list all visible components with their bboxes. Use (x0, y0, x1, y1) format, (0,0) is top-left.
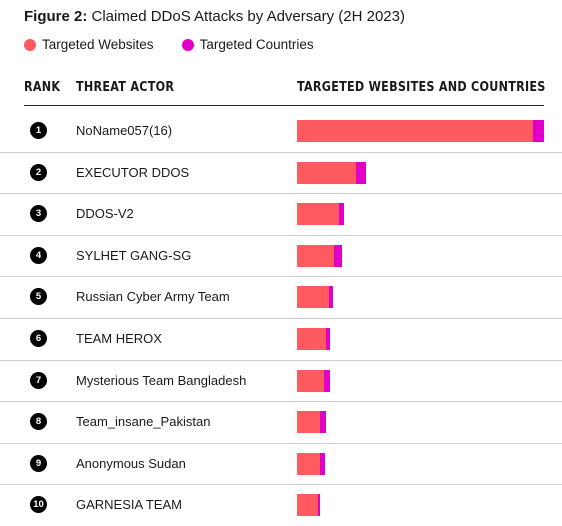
bar-segment-websites (297, 452, 321, 475)
table-row: 6 TEAM HEROX (0, 319, 562, 361)
rank-badge: 2 (30, 163, 47, 181)
bar-segment-countries (334, 244, 343, 267)
rank-badge: 7 (30, 371, 47, 389)
bar-segment-countries (318, 494, 321, 517)
bar-segment-countries (532, 120, 544, 142)
rank-badge: 9 (30, 454, 47, 472)
bar-track (297, 286, 544, 309)
rank-badge: 4 (30, 246, 47, 264)
bar-segment-websites (297, 161, 357, 184)
legend-swatch (181, 38, 194, 51)
table-row: 8 Team_insane_Pakistan (0, 402, 562, 444)
bars-column-header: TARGETED WEBSITES AND COUNTRIES (297, 80, 546, 95)
threat-actor-column-header: THREAT ACTOR (76, 80, 175, 95)
legend: Targeted Websites Targeted Countries (24, 37, 342, 52)
bar-track (297, 120, 544, 142)
bar-track (297, 369, 544, 392)
header-divider (24, 105, 544, 106)
bar-track (297, 161, 544, 184)
rank-column-header: RANK (24, 80, 61, 95)
chart-rows: 1 NoName057(16) 2 EXECUTOR DDOS 3 DDOS-V2 4 SYL… (0, 111, 562, 526)
bar-track (297, 452, 544, 475)
bar-segment-countries (329, 286, 334, 309)
bar-segment-countries (324, 369, 331, 392)
table-row: 7 Mysterious Team Bangladesh (0, 361, 562, 403)
bar-segment-websites (297, 203, 340, 226)
threat-actor-name: SYLHET GANG-SG (76, 247, 192, 263)
bar-track (297, 203, 544, 226)
table-row: 5 Russian Cyber Army Team (0, 277, 562, 319)
bar-track (297, 494, 544, 517)
chart-title: Figure 2: Claimed DDoS Attacks by Advers… (24, 8, 405, 25)
threat-actor-name: NoName057(16) (76, 123, 173, 138)
rank-badge: 8 (30, 413, 47, 431)
rank-badge: 10 (30, 496, 47, 514)
bar-track (297, 244, 544, 267)
bar-segment-countries (326, 327, 331, 350)
table-row: 2 EXECUTOR DDOS (0, 153, 562, 195)
legend-label: Targeted Countries (199, 37, 314, 52)
table-row: 10 GARNESIA TEAM (0, 485, 562, 526)
threat-actor-name: GARNESIA TEAM (76, 497, 182, 513)
bar-segment-websites (297, 244, 335, 267)
rank-badge: 6 (30, 329, 47, 347)
rank-badge: 5 (30, 288, 47, 306)
table-row: 1 NoName057(16) (0, 111, 562, 153)
bar-segment-websites (297, 286, 330, 309)
bar-segment-countries (356, 161, 366, 184)
title-text: Claimed DDoS Attacks by Adversary (2H 20… (87, 8, 405, 25)
legend-label: Targeted Websites (42, 37, 154, 52)
threat-actor-name: Team_insane_Pakistan (76, 414, 211, 430)
bar-segment-countries (320, 452, 326, 475)
rank-badge: 3 (30, 205, 47, 223)
legend-item: Targeted Websites (24, 37, 154, 52)
bar-track (297, 327, 544, 350)
threat-actor-name: Anonymous Sudan (76, 455, 186, 471)
bar-segment-websites (297, 369, 325, 392)
legend-swatch (24, 38, 36, 51)
threat-actor-name: TEAM HEROX (76, 330, 162, 346)
figure-label: Figure 2: (24, 8, 88, 25)
bar-segment-countries (320, 411, 327, 434)
bar-track (297, 411, 544, 434)
threat-actor-name: EXECUTOR DDOS (76, 164, 190, 180)
rank-badge: 1 (30, 122, 47, 139)
bar-segment-countries (339, 203, 345, 226)
bar-segment-websites (297, 411, 321, 434)
table-row: 4 SYLHET GANG-SG (0, 236, 562, 278)
threat-actor-name: DDOS-V2 (76, 206, 134, 222)
threat-actor-name: Mysterious Team Bangladesh (76, 372, 247, 388)
threat-actor-name: Russian Cyber Army Team (76, 289, 230, 305)
bar-segment-websites (297, 120, 533, 142)
legend-item: Targeted Countries (181, 37, 314, 52)
table-row: 3 DDOS-V2 (0, 194, 562, 236)
table-row: 9 Anonymous Sudan (0, 444, 562, 486)
bar-segment-websites (297, 327, 327, 350)
bar-segment-websites (297, 494, 319, 517)
